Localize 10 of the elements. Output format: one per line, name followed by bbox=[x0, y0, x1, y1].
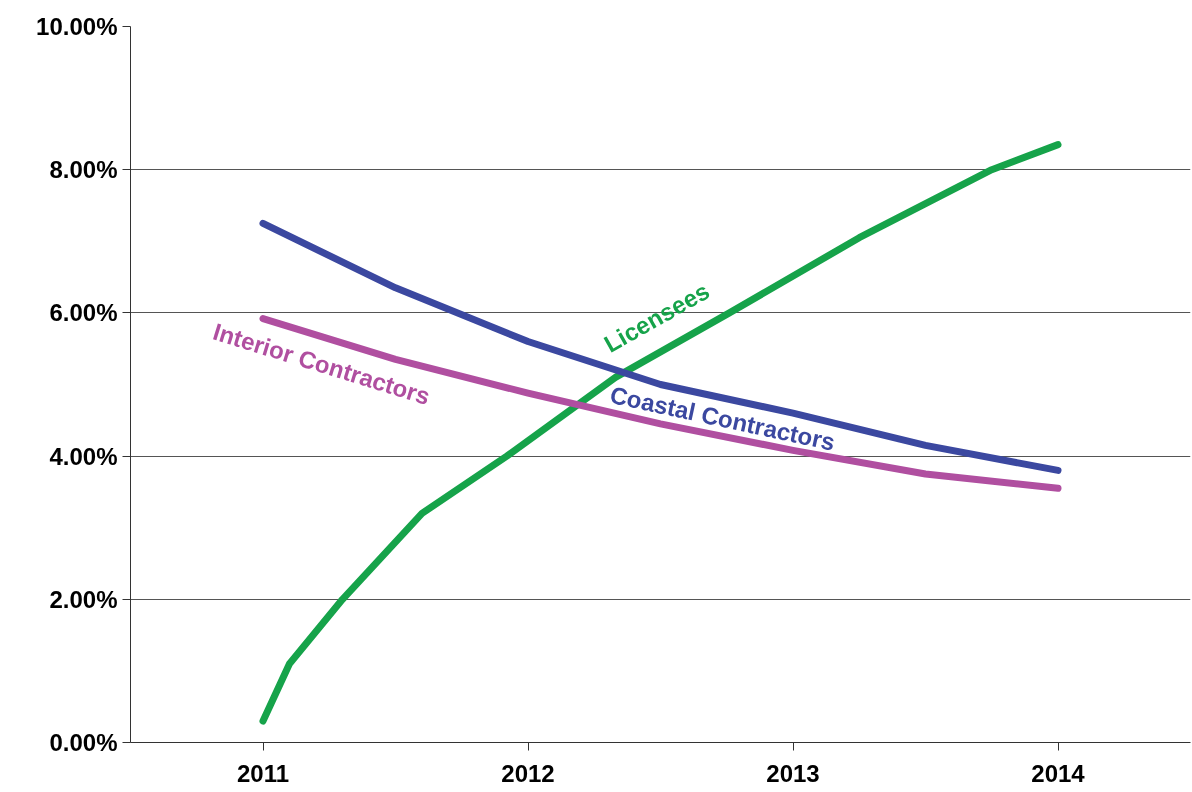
y-tick-label: 2.00% bbox=[49, 585, 118, 613]
x-tick-label: 2013 bbox=[766, 759, 820, 787]
y-tick-label: 8.00% bbox=[49, 156, 118, 184]
x-tick-label: 2014 bbox=[1031, 759, 1086, 787]
y-tick-label: 4.00% bbox=[49, 442, 118, 470]
y-tick-label: 6.00% bbox=[49, 299, 118, 327]
x-tick-label: 2011 bbox=[236, 759, 290, 787]
y-tick-label: 10.00% bbox=[36, 13, 118, 40]
y-tick-label: 0.00% bbox=[49, 729, 118, 756]
x-tick-label: 2012 bbox=[501, 759, 555, 787]
